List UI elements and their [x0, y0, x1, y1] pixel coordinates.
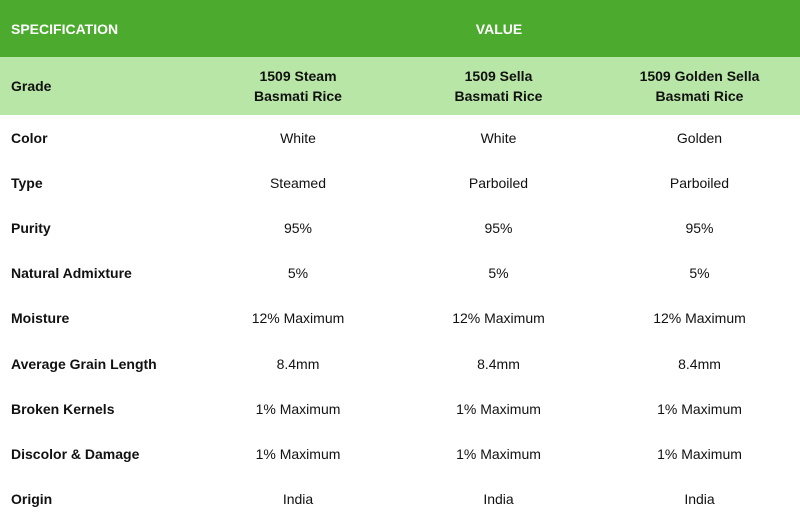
- table-header-row: SPECIFICATION VALUE: [0, 0, 800, 57]
- grade-product-2-line1: 1509 Sella: [464, 68, 533, 84]
- row-value: 1% Maximum: [398, 431, 599, 477]
- row-value: 1% Maximum: [198, 386, 398, 432]
- row-value: 8.4mm: [198, 340, 398, 387]
- row-label: Natural Admixture: [0, 250, 198, 296]
- row-value: 1% Maximum: [398, 386, 599, 432]
- row-value: 8.4mm: [599, 340, 800, 387]
- table-row: Type Steamed Parboiled Parboiled: [0, 160, 800, 206]
- table-row: Origin India India India: [0, 476, 800, 522]
- row-value: 1% Maximum: [198, 431, 398, 477]
- row-label: Purity: [0, 205, 198, 251]
- row-label: Type: [0, 160, 198, 206]
- row-value: Steamed: [198, 160, 398, 206]
- table-row: Average Grain Length 8.4mm 8.4mm 8.4mm: [0, 340, 800, 387]
- grade-product-2: 1509 Sella Basmati Rice: [398, 57, 599, 115]
- row-value: 5%: [398, 250, 599, 296]
- row-value: India: [198, 476, 398, 522]
- row-label: Discolor & Damage: [0, 431, 198, 477]
- row-value: India: [398, 476, 599, 522]
- row-value: 95%: [398, 205, 599, 251]
- row-label: Color: [0, 115, 198, 161]
- row-value: White: [398, 115, 599, 161]
- row-value: India: [599, 476, 800, 522]
- row-value: 1% Maximum: [599, 431, 800, 477]
- row-value: 12% Maximum: [198, 295, 398, 341]
- table-row: Discolor & Damage 1% Maximum 1% Maximum …: [0, 431, 800, 477]
- row-label: Broken Kernels: [0, 386, 198, 432]
- row-value: Parboiled: [398, 160, 599, 206]
- table-row: Color White White Golden: [0, 115, 800, 161]
- grade-product-1-line2: Basmati Rice: [254, 88, 342, 104]
- row-value: 95%: [198, 205, 398, 251]
- grade-label: Grade: [0, 57, 198, 115]
- value-header: VALUE: [198, 0, 800, 57]
- row-value: 1% Maximum: [599, 386, 800, 432]
- table-row: Broken Kernels 1% Maximum 1% Maximum 1% …: [0, 386, 800, 432]
- table-row: Natural Admixture 5% 5% 5%: [0, 250, 800, 296]
- row-value: 95%: [599, 205, 800, 251]
- row-value: Parboiled: [599, 160, 800, 206]
- row-value: 5%: [599, 250, 800, 296]
- grade-product-1-line1: 1509 Steam: [259, 68, 337, 84]
- grade-product-3-line1: 1509 Golden Sella: [639, 68, 760, 84]
- grade-product-1: 1509 Steam Basmati Rice: [198, 57, 398, 115]
- row-value: 12% Maximum: [398, 295, 599, 341]
- row-value: 12% Maximum: [599, 295, 800, 341]
- row-label: Moisture: [0, 295, 198, 341]
- row-value: White: [198, 115, 398, 161]
- row-label: Average Grain Length: [0, 340, 198, 387]
- row-label: Origin: [0, 476, 198, 522]
- table-row: Moisture 12% Maximum 12% Maximum 12% Max…: [0, 295, 800, 341]
- row-value: 8.4mm: [398, 340, 599, 387]
- grade-row: Grade 1509 Steam Basmati Rice 1509 Sella…: [0, 57, 800, 115]
- row-value: Golden: [599, 115, 800, 161]
- row-value: 5%: [198, 250, 398, 296]
- grade-product-3-line2: Basmati Rice: [655, 88, 744, 104]
- grade-product-3: 1509 Golden Sella Basmati Rice: [599, 57, 800, 115]
- grade-product-2-line2: Basmati Rice: [454, 88, 543, 104]
- specification-header: SPECIFICATION: [0, 0, 198, 57]
- table-row: Purity 95% 95% 95%: [0, 205, 800, 251]
